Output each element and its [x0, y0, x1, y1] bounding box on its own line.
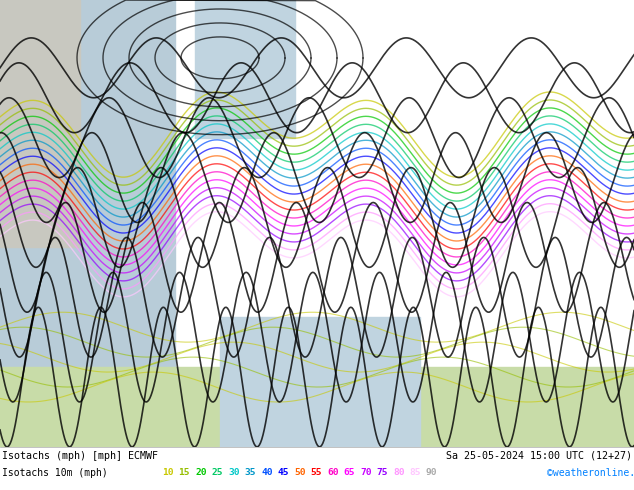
Text: 70: 70 [360, 468, 372, 477]
Bar [0, 0, 80, 247]
Text: 45: 45 [278, 468, 289, 477]
Text: 10: 10 [162, 468, 174, 477]
Text: 50: 50 [294, 468, 306, 477]
Text: Isotachs 10m (mph): Isotachs 10m (mph) [2, 468, 108, 478]
Text: 85: 85 [410, 468, 421, 477]
Text: 55: 55 [311, 468, 322, 477]
Text: 15: 15 [179, 468, 190, 477]
Bar [0, 367, 634, 447]
Bar [195, 0, 295, 138]
Text: ©weatheronline.co.uk: ©weatheronline.co.uk [547, 468, 634, 478]
Text: 30: 30 [228, 468, 240, 477]
Text: 35: 35 [245, 468, 256, 477]
Text: 20: 20 [195, 468, 207, 477]
Text: 65: 65 [344, 468, 355, 477]
Text: Sa 25-05-2024 15:00 UTC (12+27): Sa 25-05-2024 15:00 UTC (12+27) [446, 451, 632, 461]
Bar [220, 317, 420, 447]
Text: 75: 75 [377, 468, 388, 477]
Bar [0, 0, 175, 447]
Text: 40: 40 [261, 468, 273, 477]
Text: 25: 25 [212, 468, 223, 477]
Text: 80: 80 [393, 468, 404, 477]
Text: Isotachs (mph) [mph] ECMWF: Isotachs (mph) [mph] ECMWF [2, 451, 158, 461]
Text: 60: 60 [327, 468, 339, 477]
Text: 90: 90 [426, 468, 437, 477]
